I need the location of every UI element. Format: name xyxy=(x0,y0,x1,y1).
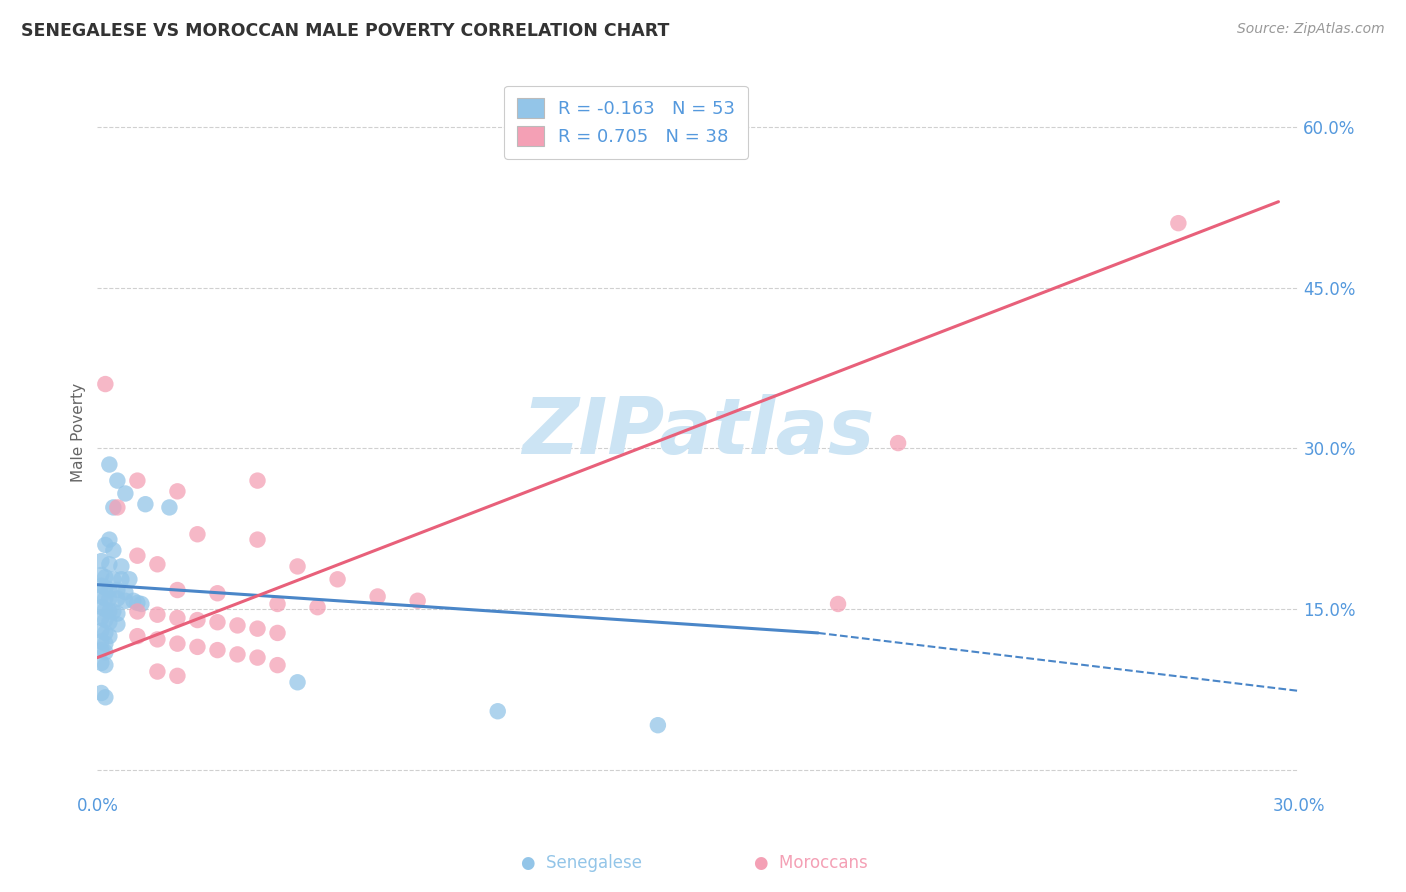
Point xyxy=(266,626,288,640)
Point xyxy=(90,600,112,615)
Point xyxy=(94,645,117,659)
Point xyxy=(98,605,121,619)
Point xyxy=(1167,216,1189,230)
Point xyxy=(166,484,188,499)
Point xyxy=(134,497,156,511)
Point xyxy=(127,549,149,563)
Point xyxy=(98,582,121,597)
Point xyxy=(98,615,121,630)
Text: ●  Moroccans: ● Moroccans xyxy=(754,855,868,872)
Point xyxy=(94,570,117,584)
Point xyxy=(98,591,121,606)
Point xyxy=(105,500,128,515)
Point xyxy=(98,458,121,472)
Point xyxy=(166,669,188,683)
Point xyxy=(114,585,136,599)
Point xyxy=(326,572,349,586)
Point xyxy=(246,533,269,547)
Point xyxy=(287,675,309,690)
Point xyxy=(166,637,188,651)
Point xyxy=(406,593,429,607)
Point xyxy=(90,624,112,638)
Point xyxy=(186,527,208,541)
Point xyxy=(110,559,132,574)
Point xyxy=(105,617,128,632)
Point xyxy=(118,572,141,586)
Point xyxy=(207,643,229,657)
Point xyxy=(486,704,509,718)
Point xyxy=(157,500,180,515)
Point xyxy=(90,554,112,568)
Text: ZIPatlas: ZIPatlas xyxy=(522,394,875,470)
Point xyxy=(98,629,121,643)
Text: ●  Senegalese: ● Senegalese xyxy=(520,855,641,872)
Point xyxy=(103,572,125,586)
Point xyxy=(246,474,269,488)
Point xyxy=(90,656,112,670)
Text: Source: ZipAtlas.com: Source: ZipAtlas.com xyxy=(1237,22,1385,37)
Point xyxy=(307,600,329,615)
Point xyxy=(90,643,112,657)
Point xyxy=(127,605,149,619)
Point xyxy=(207,615,229,630)
Point xyxy=(94,581,117,595)
Point xyxy=(103,605,125,619)
Y-axis label: Male Poverty: Male Poverty xyxy=(72,383,86,482)
Point xyxy=(367,590,389,604)
Point xyxy=(98,533,121,547)
Point xyxy=(90,590,112,604)
Point xyxy=(94,613,117,627)
Point xyxy=(287,559,309,574)
Point xyxy=(105,607,128,621)
Point xyxy=(127,629,149,643)
Point xyxy=(207,586,229,600)
Point xyxy=(94,690,117,705)
Point xyxy=(114,486,136,500)
Point xyxy=(94,591,117,606)
Point xyxy=(94,658,117,673)
Point xyxy=(166,611,188,625)
Point xyxy=(146,632,169,647)
Point xyxy=(94,377,117,392)
Text: SENEGALESE VS MOROCCAN MALE POVERTY CORRELATION CHART: SENEGALESE VS MOROCCAN MALE POVERTY CORR… xyxy=(21,22,669,40)
Point xyxy=(146,558,169,572)
Point xyxy=(103,500,125,515)
Point xyxy=(90,579,112,593)
Point xyxy=(146,607,169,622)
Point xyxy=(94,538,117,552)
Legend: R = -0.163   N = 53, R = 0.705   N = 38: R = -0.163 N = 53, R = 0.705 N = 38 xyxy=(503,86,748,159)
Point xyxy=(266,658,288,673)
Point xyxy=(186,640,208,654)
Point xyxy=(105,474,128,488)
Point xyxy=(127,596,149,610)
Point xyxy=(166,582,188,597)
Point xyxy=(131,597,153,611)
Point xyxy=(127,474,149,488)
Point xyxy=(90,611,112,625)
Point xyxy=(186,613,208,627)
Point xyxy=(94,637,117,651)
Point xyxy=(146,665,169,679)
Point xyxy=(226,618,249,632)
Point xyxy=(94,626,117,640)
Point xyxy=(114,593,136,607)
Point xyxy=(647,718,669,732)
Point xyxy=(105,591,128,606)
Point xyxy=(98,558,121,572)
Point xyxy=(827,597,849,611)
Point xyxy=(122,593,145,607)
Point xyxy=(90,634,112,648)
Point xyxy=(246,622,269,636)
Point xyxy=(887,436,910,450)
Point xyxy=(226,648,249,662)
Point xyxy=(266,597,288,611)
Point xyxy=(90,568,112,582)
Point xyxy=(105,582,128,597)
Point xyxy=(90,686,112,700)
Point xyxy=(94,602,117,616)
Point xyxy=(110,572,132,586)
Point xyxy=(246,650,269,665)
Point xyxy=(103,543,125,558)
